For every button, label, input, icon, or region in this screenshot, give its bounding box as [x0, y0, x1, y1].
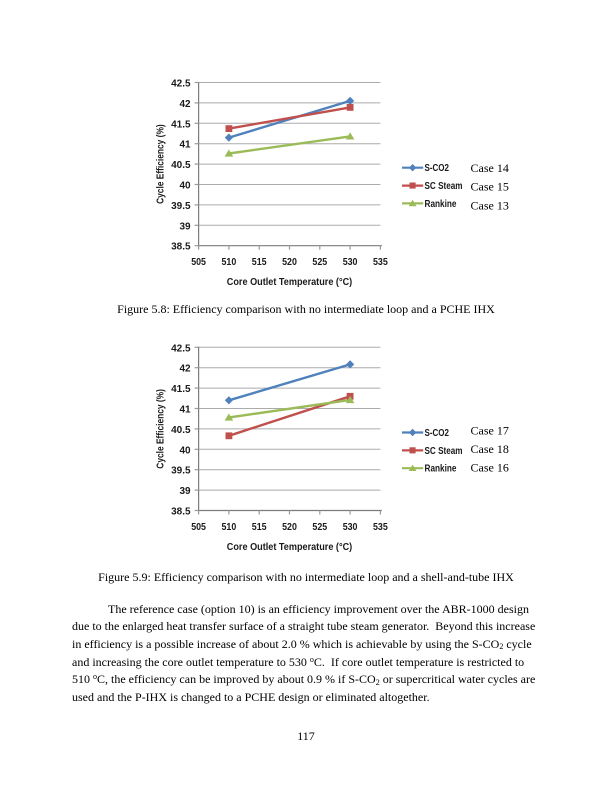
svg-text:530: 530	[343, 257, 358, 268]
svg-text:40: 40	[179, 181, 191, 192]
svg-text:525: 525	[312, 257, 327, 268]
svg-text:535: 535	[373, 257, 388, 268]
svg-text:Case 18: Case 18	[471, 442, 509, 456]
svg-text:38.5: 38.5	[171, 507, 191, 518]
svg-text:Core Outlet Temperature (°C): Core Outlet Temperature (°C)	[227, 541, 352, 553]
svg-text:38.5: 38.5	[171, 242, 191, 253]
svg-text:SC Steam: SC Steam	[425, 446, 463, 457]
svg-text:Rankine: Rankine	[425, 199, 457, 210]
svg-text:39.5: 39.5	[171, 466, 191, 477]
svg-text:S-CO2: S-CO2	[425, 428, 450, 439]
svg-text:Cycle Efficiency (%): Cycle Efficiency (%)	[155, 124, 167, 204]
svg-text:505: 505	[191, 522, 206, 533]
svg-text:39: 39	[179, 221, 191, 232]
svg-text:S-CO2: S-CO2	[425, 163, 450, 174]
svg-text:510: 510	[222, 257, 237, 268]
svg-text:42: 42	[179, 364, 191, 375]
svg-text:515: 515	[252, 522, 267, 533]
svg-text:40.5: 40.5	[171, 425, 191, 436]
svg-text:525: 525	[312, 522, 327, 533]
svg-text:SC Steam: SC Steam	[425, 181, 463, 192]
svg-text:Case 17: Case 17	[471, 423, 509, 437]
svg-text:41.5: 41.5	[171, 384, 191, 395]
svg-text:41: 41	[179, 140, 191, 151]
svg-text:515: 515	[252, 257, 267, 268]
svg-text:41: 41	[179, 405, 191, 416]
svg-text:505: 505	[191, 257, 206, 268]
svg-text:510: 510	[222, 522, 237, 533]
svg-text:40.5: 40.5	[171, 160, 191, 171]
svg-text:40: 40	[179, 445, 191, 456]
svg-text:42.5: 42.5	[171, 79, 191, 90]
svg-text:41.5: 41.5	[171, 119, 191, 130]
svg-text:42: 42	[179, 99, 191, 110]
svg-text:Core Outlet Temperature (°C): Core Outlet Temperature (°C)	[227, 276, 352, 288]
svg-text:39.5: 39.5	[171, 201, 191, 212]
svg-text:Case 15: Case 15	[471, 180, 509, 194]
svg-text:39: 39	[179, 486, 191, 497]
svg-text:520: 520	[282, 522, 297, 533]
svg-text:520: 520	[282, 257, 297, 268]
svg-text:Case 16: Case 16	[471, 461, 509, 475]
svg-text:Case 14: Case 14	[471, 161, 509, 175]
svg-text:Case 13: Case 13	[471, 198, 509, 212]
svg-text:Rankine: Rankine	[425, 464, 457, 475]
svg-text:Cycle Efficiency (%): Cycle Efficiency (%)	[155, 389, 167, 469]
svg-text:535: 535	[373, 522, 388, 533]
svg-text:42.5: 42.5	[171, 343, 191, 354]
svg-text:530: 530	[343, 522, 358, 533]
